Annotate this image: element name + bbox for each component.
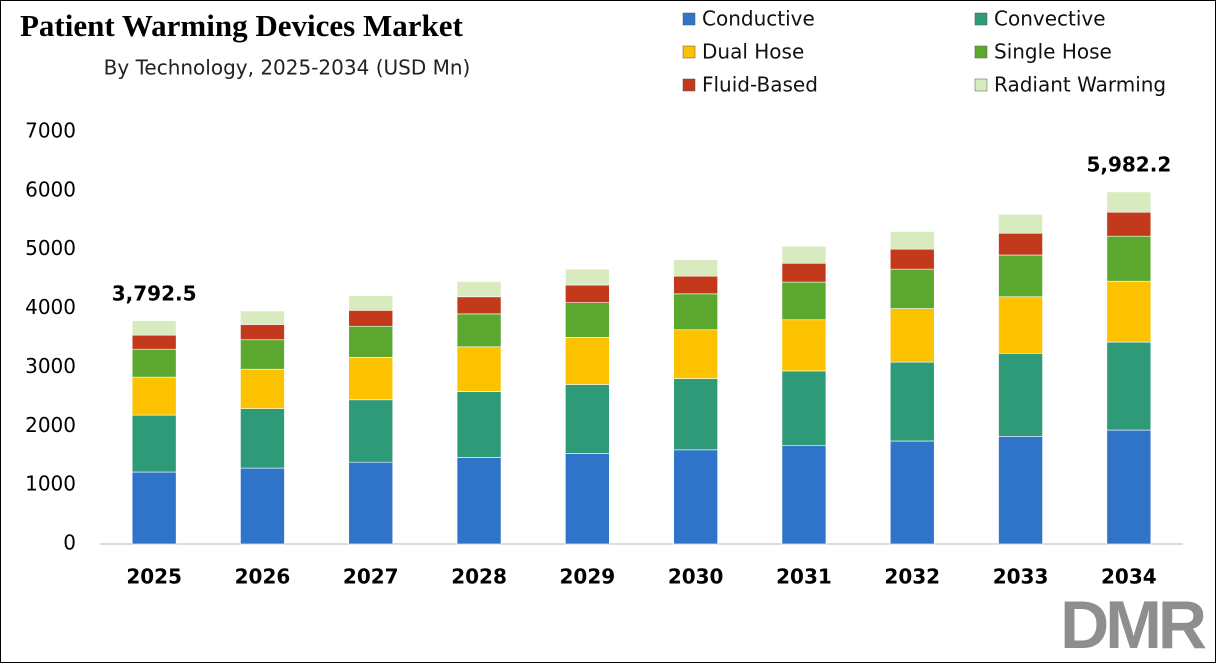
legend-label: Dual Hose (702, 40, 804, 64)
x-tick-label: 2026 (235, 565, 291, 589)
bar-segment (348, 461, 394, 545)
bar-segment (781, 262, 827, 283)
x-tick-label: 2028 (451, 565, 507, 589)
bar-segment (889, 248, 935, 270)
y-tick-label: 2000 (25, 413, 76, 437)
bar-segment (348, 399, 394, 463)
x-tick-label: 2025 (126, 565, 182, 589)
bar-segment (673, 259, 718, 277)
bar-segment (131, 414, 177, 473)
bar-segment (781, 445, 827, 545)
bar-segment (240, 339, 285, 370)
legend-marker (682, 45, 696, 59)
logo: DMR (1060, 587, 1206, 663)
y-tick-label: 7000 (25, 119, 76, 143)
bar-segment (456, 457, 502, 545)
bar-segment (781, 245, 827, 264)
bar-segment (889, 268, 935, 309)
bar-segment (889, 440, 935, 545)
bar-segment (456, 281, 502, 298)
bar-segment (998, 254, 1043, 298)
x-tick-label: 2033 (993, 565, 1049, 589)
bar-segment (673, 293, 718, 331)
y-tick-label: 4000 (25, 295, 76, 319)
bar-segment (781, 319, 827, 372)
legend-marker (974, 78, 988, 92)
x-tick-label: 2034 (1101, 565, 1157, 589)
legend-label: Conductive (702, 7, 815, 31)
legend-marker (974, 45, 988, 59)
chart-title: Patient Warming Devices Market (20, 8, 463, 43)
y-tick-label: 5000 (25, 236, 76, 260)
bar-segment (1106, 235, 1152, 282)
bar-segment (240, 368, 285, 409)
x-tick-label: 2027 (343, 565, 399, 589)
y-tick-label: 6000 (25, 177, 76, 201)
bar-segment (240, 324, 285, 341)
bar-segment (1106, 280, 1152, 343)
bar-segment (565, 453, 610, 545)
bar-segment (673, 449, 718, 545)
bar-segment (456, 346, 502, 392)
bar-segment (998, 232, 1043, 256)
legend-marker (682, 12, 696, 26)
legend-label: Single Hose (994, 40, 1112, 64)
x-tick-label: 2031 (776, 565, 832, 589)
y-tick-label: 1000 (25, 472, 76, 496)
bar-segment (240, 408, 285, 469)
bar-segment (131, 348, 177, 378)
bar-segment (456, 391, 502, 458)
bar-segment (131, 334, 177, 350)
y-tick-label: 0 (63, 531, 76, 555)
bar-segment (131, 471, 177, 545)
bar-segment (240, 310, 285, 325)
bar-segment (781, 281, 827, 321)
bar-segment (565, 268, 610, 286)
bar-segment (998, 353, 1043, 437)
bar-segment (1106, 429, 1152, 545)
x-tick-label: 2032 (884, 565, 940, 589)
bar-segment (781, 370, 827, 447)
chart-subtitle: By Technology, 2025-2034 (USD Mn) (104, 56, 471, 80)
bar-segment (1106, 341, 1152, 431)
bar-segment (998, 435, 1043, 545)
total-label: 3,792.5 (112, 281, 197, 305)
bar-segment (673, 329, 718, 379)
bar-segment (1106, 211, 1152, 237)
legend-marker (682, 78, 696, 92)
bar-segment (565, 337, 610, 385)
legend-marker (974, 12, 988, 26)
bar-segment (131, 320, 177, 336)
x-tick-label: 2029 (560, 565, 616, 589)
bar-segment (889, 361, 935, 442)
bar-segment (456, 296, 502, 315)
y-tick-label: 3000 (25, 354, 76, 378)
bar-segment (889, 308, 935, 363)
bar-segment (565, 284, 610, 303)
bar-segment (456, 313, 502, 348)
bar-segment (1106, 191, 1152, 213)
bar-segment (348, 325, 394, 358)
legend-label: Radiant Warming (994, 73, 1166, 97)
legend-label: Fluid-Based (702, 73, 818, 97)
bar-segment (673, 378, 718, 451)
bar-segment (565, 302, 610, 338)
x-tick-label: 2030 (668, 565, 724, 589)
bar-segment (240, 467, 285, 545)
bar-segment (998, 214, 1043, 234)
bar-segment (889, 231, 935, 250)
legend-label: Convective (994, 7, 1106, 31)
bar-segment (565, 384, 610, 454)
bar-segment (348, 310, 394, 327)
bar-segment (131, 376, 177, 416)
total-label: 5,982.2 (1086, 152, 1171, 176)
bar-segment (348, 295, 394, 311)
bar-segment (673, 275, 718, 295)
bar-segment (998, 296, 1043, 354)
bar-segment (348, 357, 394, 401)
